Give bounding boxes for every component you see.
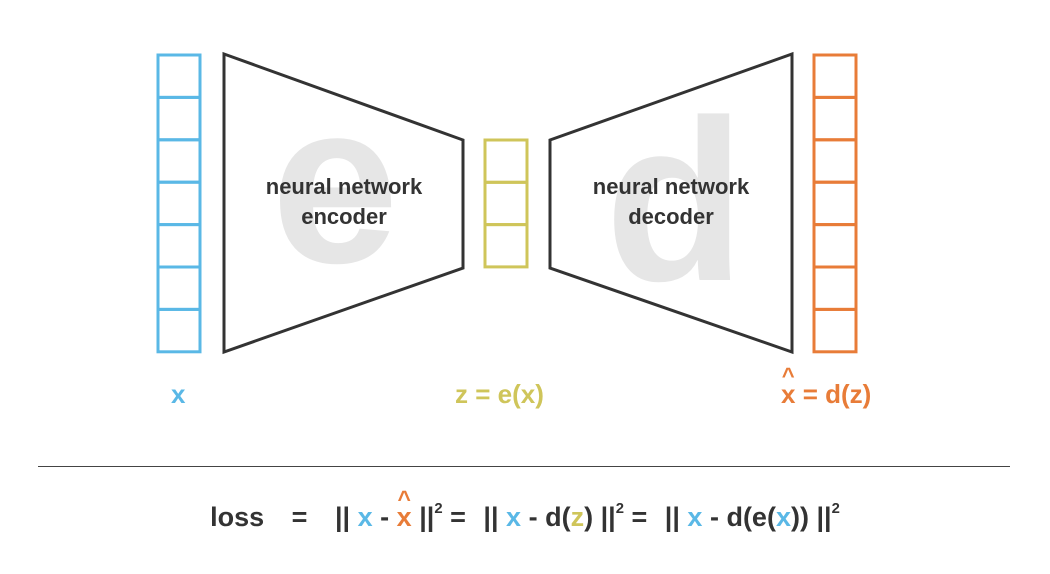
- input-vector-cell-4: [156, 180, 202, 227]
- decoder-label: neural network decoder: [571, 172, 771, 232]
- xhat-symbol: ^ x: [781, 365, 796, 410]
- norm-open-3: ||: [664, 502, 680, 532]
- loss-x-4: x: [775, 502, 791, 532]
- loss-x-1: x: [357, 502, 373, 532]
- square-3: 2: [831, 500, 840, 517]
- decoder-watermark-letter: d: [605, 72, 746, 329]
- norm-close-2: ||: [600, 502, 616, 532]
- loss-x-3: x: [687, 502, 703, 532]
- square-2: 2: [615, 500, 624, 517]
- latent-vector-cell-1: [483, 138, 529, 184]
- input-vector-x: [156, 53, 202, 354]
- input-vector-cell-3: [156, 138, 202, 184]
- decoder-label-line1: neural network: [592, 174, 750, 199]
- loss-de-close: )): [790, 502, 809, 532]
- loss-xhat: ^ x: [396, 487, 412, 533]
- output-vector-cell-7: [812, 307, 858, 354]
- decoder-trapezoid: [548, 51, 794, 355]
- loss-minus-2: -: [528, 502, 538, 532]
- input-vector-cell-5: [156, 223, 202, 269]
- output-vector-cell-5: [812, 223, 858, 269]
- loss-equals-2: =: [450, 502, 466, 532]
- latent-vector-cell-3: [483, 223, 529, 269]
- divider-line: [38, 466, 1010, 467]
- loss-equation: loss = || x - ^ x ||2 = || x - d(z) ||2 =…: [0, 487, 1050, 533]
- encoder-label: neural network encoder: [244, 172, 444, 232]
- loss-z: z: [570, 502, 585, 532]
- loss-x-2: x: [506, 502, 522, 532]
- norm-close-1: ||: [419, 502, 435, 532]
- encoder-label-line1: neural network: [265, 174, 423, 199]
- loss-word: loss: [210, 502, 265, 532]
- input-vector-cell-1: [156, 53, 202, 99]
- encoder-label-line2: encoder: [301, 204, 387, 229]
- xhat-base: x: [781, 379, 796, 409]
- encoder-watermark-letter: e: [271, 54, 399, 311]
- autoencoder-diagram: e d: [156, 51, 858, 355]
- xhat-equation-rest: = d(z): [795, 379, 872, 409]
- input-vector-cell-2: [156, 95, 202, 142]
- output-vector-xhat: [812, 53, 858, 354]
- latent-label-z: z = e(x): [455, 379, 544, 409]
- encoder-trapezoid: [222, 51, 465, 355]
- output-vector-cell-4: [812, 180, 858, 227]
- norm-close-3: ||: [816, 502, 832, 532]
- square-1: 2: [434, 500, 443, 517]
- loss-equals-1: =: [291, 502, 308, 532]
- latent-vector-cell-2: [483, 180, 529, 227]
- latent-vector-z: [483, 138, 529, 269]
- loss-d-open: d(: [545, 502, 571, 532]
- norm-open-2: ||: [483, 502, 499, 532]
- loss-hat-icon: ^: [397, 485, 411, 512]
- output-vector-cell-1: [812, 53, 858, 99]
- loss-d-close: ): [584, 502, 594, 532]
- input-vector-cell-6: [156, 265, 202, 311]
- output-vector-cell-2: [812, 95, 858, 142]
- input-vector-cell-7: [156, 307, 202, 354]
- input-label-x: x: [171, 379, 186, 409]
- loss-de-open: d(e(: [726, 502, 776, 532]
- norm-open-1: ||: [334, 502, 351, 532]
- loss-minus-1: -: [380, 502, 390, 532]
- output-label-xhat: ^ x = d(z): [781, 365, 872, 410]
- output-vector-cell-3: [812, 138, 858, 184]
- loss-xhat-base: x: [396, 502, 412, 532]
- output-vector-cell-6: [812, 265, 858, 311]
- decoder-label-line2: decoder: [628, 204, 714, 229]
- loss-equals-3: =: [631, 502, 648, 532]
- hat-icon: ^: [781, 363, 795, 389]
- loss-minus-3: -: [709, 502, 719, 532]
